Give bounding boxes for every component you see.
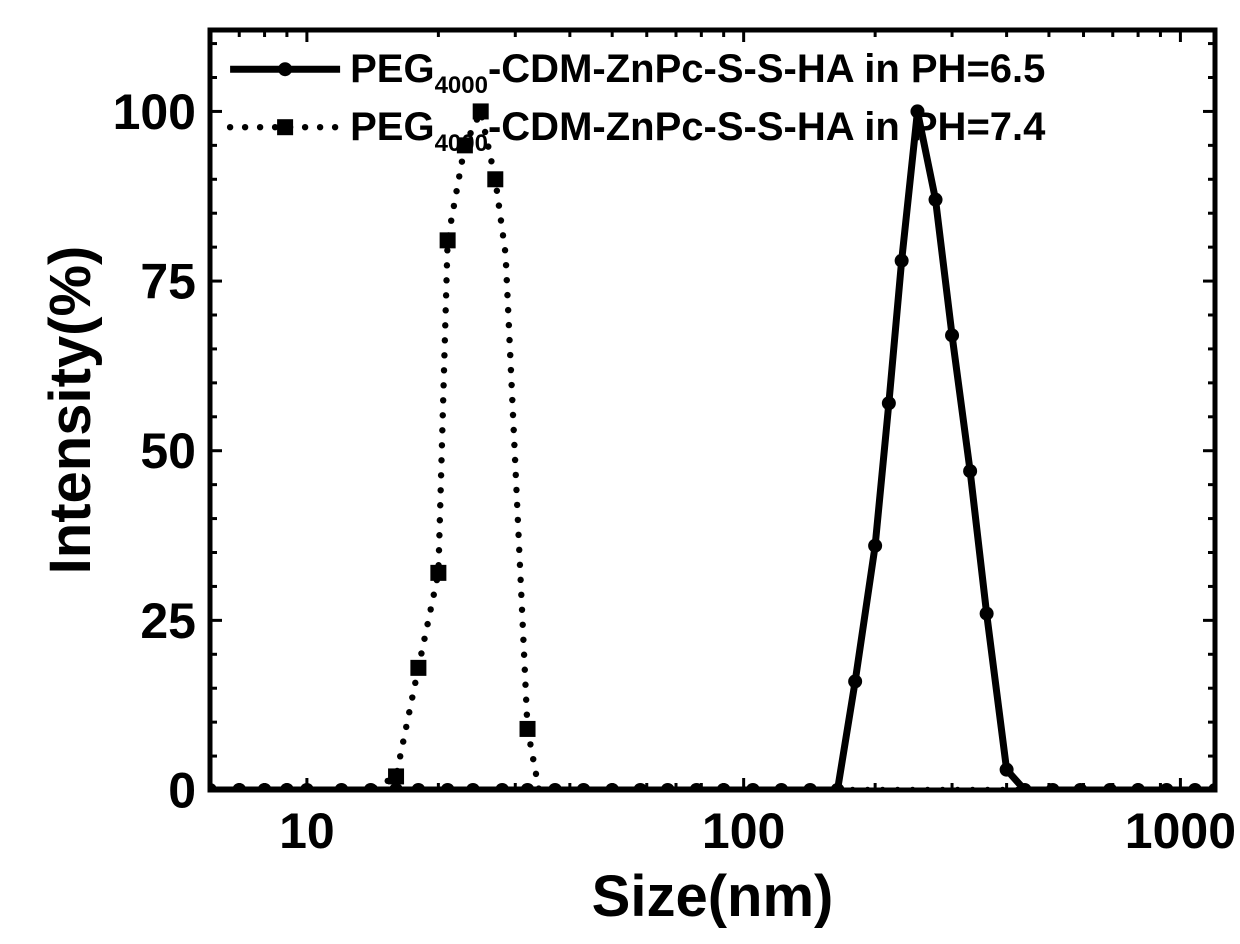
svg-text:10: 10: [279, 803, 335, 859]
svg-text:100: 100: [702, 803, 785, 859]
x-axis-label: Size(nm): [592, 864, 834, 929]
chart-container: 101001000Size(nm)0255075100Intensity(%)P…: [0, 0, 1240, 944]
svg-text:75: 75: [140, 254, 196, 310]
chart-svg: 101001000Size(nm)0255075100Intensity(%)P…: [0, 0, 1240, 944]
svg-text:50: 50: [140, 423, 196, 479]
svg-text:0: 0: [168, 763, 196, 819]
svg-text:1000: 1000: [1125, 803, 1236, 859]
svg-text:25: 25: [140, 593, 196, 649]
y-axis-label: Intensity(%): [38, 246, 103, 575]
svg-text:100: 100: [113, 84, 196, 140]
